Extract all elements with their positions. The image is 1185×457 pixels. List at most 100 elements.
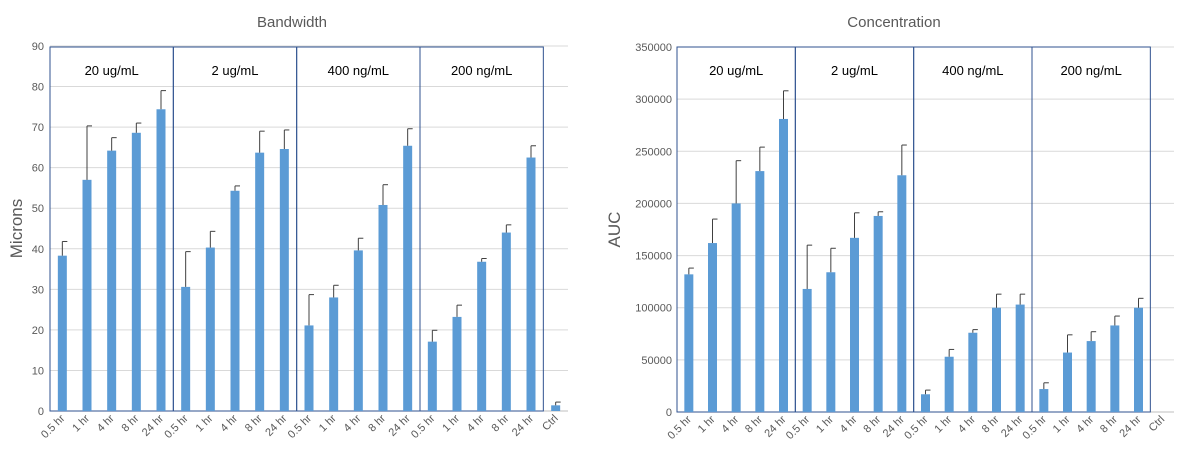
x-tick-label: 1 hr: [1051, 413, 1073, 435]
x-tick-label: 0.5 hr: [902, 413, 931, 442]
x-tick-label: 1 hr: [70, 412, 92, 434]
group-label: 400 ng/mL: [942, 63, 1003, 78]
x-tick-label: 4 hr: [218, 412, 240, 434]
bar: [255, 152, 265, 411]
group-label: 200 ng/mL: [1060, 63, 1121, 78]
y-tick-label: 80: [32, 82, 44, 94]
bar: [107, 150, 117, 411]
x-tick-label: 1 hr: [317, 412, 339, 434]
bar: [1134, 307, 1143, 412]
y-axis-label: AUC: [605, 212, 624, 248]
chart-title: Bandwidth: [257, 14, 327, 31]
y-tick-label: 300000: [635, 94, 672, 106]
bar: [230, 190, 240, 411]
bar: [205, 247, 215, 411]
x-tick-label: 24 hr: [510, 412, 536, 438]
group-label: 20 ug/mL: [709, 63, 763, 78]
bar: [501, 232, 511, 411]
bar: [1039, 389, 1049, 412]
x-tick-label: 24 hr: [263, 412, 289, 438]
y-tick-label: 50: [32, 203, 44, 215]
group-label: 2 ug/mL: [212, 63, 259, 78]
x-tick-label: 24 hr: [140, 412, 166, 438]
x-tick-label: 4 hr: [342, 412, 364, 434]
x-tick-label: 0.5 hr: [286, 412, 315, 441]
x-tick-label: 0.5 hr: [162, 412, 191, 441]
x-tick-label: 4 hr: [95, 412, 117, 434]
y-tick-label: 100000: [635, 303, 672, 315]
bar: [156, 109, 166, 412]
y-tick-label: 350000: [635, 42, 672, 54]
x-tick-label: 8 hr: [366, 412, 388, 434]
bar: [526, 157, 536, 411]
y-tick-label: 60: [32, 163, 44, 175]
bar: [755, 171, 765, 412]
x-tick-label: 4 hr: [956, 413, 978, 435]
bar: [1063, 352, 1072, 412]
y-tick-label: 40: [32, 244, 44, 256]
bar: [779, 118, 788, 412]
bar: [57, 255, 67, 411]
bar: [826, 272, 836, 412]
x-tick-label: 1 hr: [696, 413, 718, 435]
y-tick-label: 0: [38, 406, 44, 418]
y-tick-label: 10: [32, 365, 44, 377]
bar: [452, 316, 462, 411]
y-axis-label: Microns: [7, 199, 26, 259]
bar: [897, 175, 907, 412]
x-tick-label: 8 hr: [243, 412, 265, 434]
bar: [131, 132, 141, 412]
bar: [304, 325, 314, 411]
y-tick-label: 90: [32, 41, 44, 53]
x-tick-label: 8 hr: [490, 412, 512, 434]
bar: [279, 149, 289, 411]
bar: [1015, 304, 1025, 412]
y-tick-label: 30: [32, 284, 44, 296]
y-tick-label: 50000: [641, 355, 672, 367]
x-tick-label: 1 hr: [932, 413, 954, 435]
x-tick-label: Ctrl: [1147, 414, 1168, 435]
x-tick-label: 1 hr: [814, 413, 836, 435]
bar: [82, 179, 92, 411]
bar: [708, 243, 717, 412]
y-tick-label: 200000: [635, 198, 672, 210]
y-tick-label: 150000: [635, 251, 672, 263]
bar: [802, 288, 812, 412]
bar: [921, 394, 930, 412]
x-tick-label: 8 hr: [120, 412, 142, 434]
bar: [731, 203, 741, 412]
y-tick-label: 0: [666, 407, 672, 419]
x-tick-label: 24 hr: [387, 412, 413, 438]
bandwidth-chart: Bandwidth Microns 0 10 20 30 40 50 60 70 80 90 20 ug…: [7, 14, 568, 441]
bar: [1110, 325, 1120, 412]
group-label: 400 ng/mL: [328, 63, 389, 78]
x-tick-label: 0.5 hr: [1021, 413, 1050, 442]
bar: [403, 145, 413, 411]
bar: [378, 204, 388, 411]
bar: [944, 356, 954, 412]
x-tick-label: 1 hr: [440, 412, 462, 434]
x-tick-label: Ctrl: [540, 413, 561, 434]
group-label: 2 ug/mL: [831, 63, 878, 78]
x-tick-label: 4 hr: [719, 413, 741, 435]
bar: [181, 286, 191, 411]
bar: [850, 237, 859, 412]
x-tick-label: 4 hr: [465, 412, 487, 434]
y-tick-label: 250000: [635, 146, 672, 158]
x-tick-label: 0.5 hr: [409, 412, 438, 441]
x-tick-label: 1 hr: [194, 412, 216, 434]
bar: [353, 250, 363, 411]
x-tick-label: 4 hr: [1074, 413, 1096, 435]
bar: [992, 307, 1001, 412]
bar: [873, 215, 883, 412]
bar: [427, 341, 437, 411]
bar: [1086, 341, 1096, 412]
y-tick-label: 70: [32, 122, 44, 134]
group-label: 20 ug/mL: [85, 63, 139, 78]
bar: [551, 405, 561, 411]
concentration-chart: Concentration AUC 0 50000 100000 150000 200000…: [605, 14, 1174, 442]
x-tick-label: 24 hr: [1117, 413, 1143, 439]
bar: [329, 297, 339, 411]
bar: [477, 261, 487, 411]
